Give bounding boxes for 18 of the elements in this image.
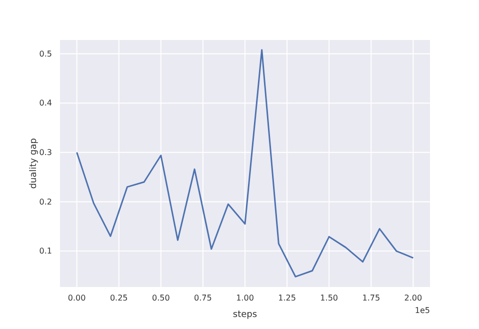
y-tick-label: 0.4 xyxy=(39,98,52,108)
x-axis-title: steps xyxy=(232,310,258,320)
y-axis-title: duality gap xyxy=(29,138,39,189)
y-tick-label: 0.5 xyxy=(39,49,52,58)
x-tick-label: 2.00 xyxy=(404,294,422,303)
y-tick-label: 0.3 xyxy=(39,148,52,157)
x-tick-label: 1.00 xyxy=(236,294,254,303)
x-tick-label: 0.00 xyxy=(68,294,86,303)
y-tick-label: 0.2 xyxy=(39,197,52,206)
x-tick-label: 0.25 xyxy=(110,294,128,303)
x-tick-label: 1.25 xyxy=(278,294,296,303)
x-tick-label: 1.75 xyxy=(362,294,380,303)
text: 1e5 xyxy=(414,306,430,315)
line-series xyxy=(76,49,414,278)
x-tick-label: 1.50 xyxy=(320,294,338,303)
x-tick-label: 0.75 xyxy=(194,294,212,303)
y-tick-label: 0.1 xyxy=(39,246,52,256)
x-tick-label: 0.50 xyxy=(152,294,170,303)
